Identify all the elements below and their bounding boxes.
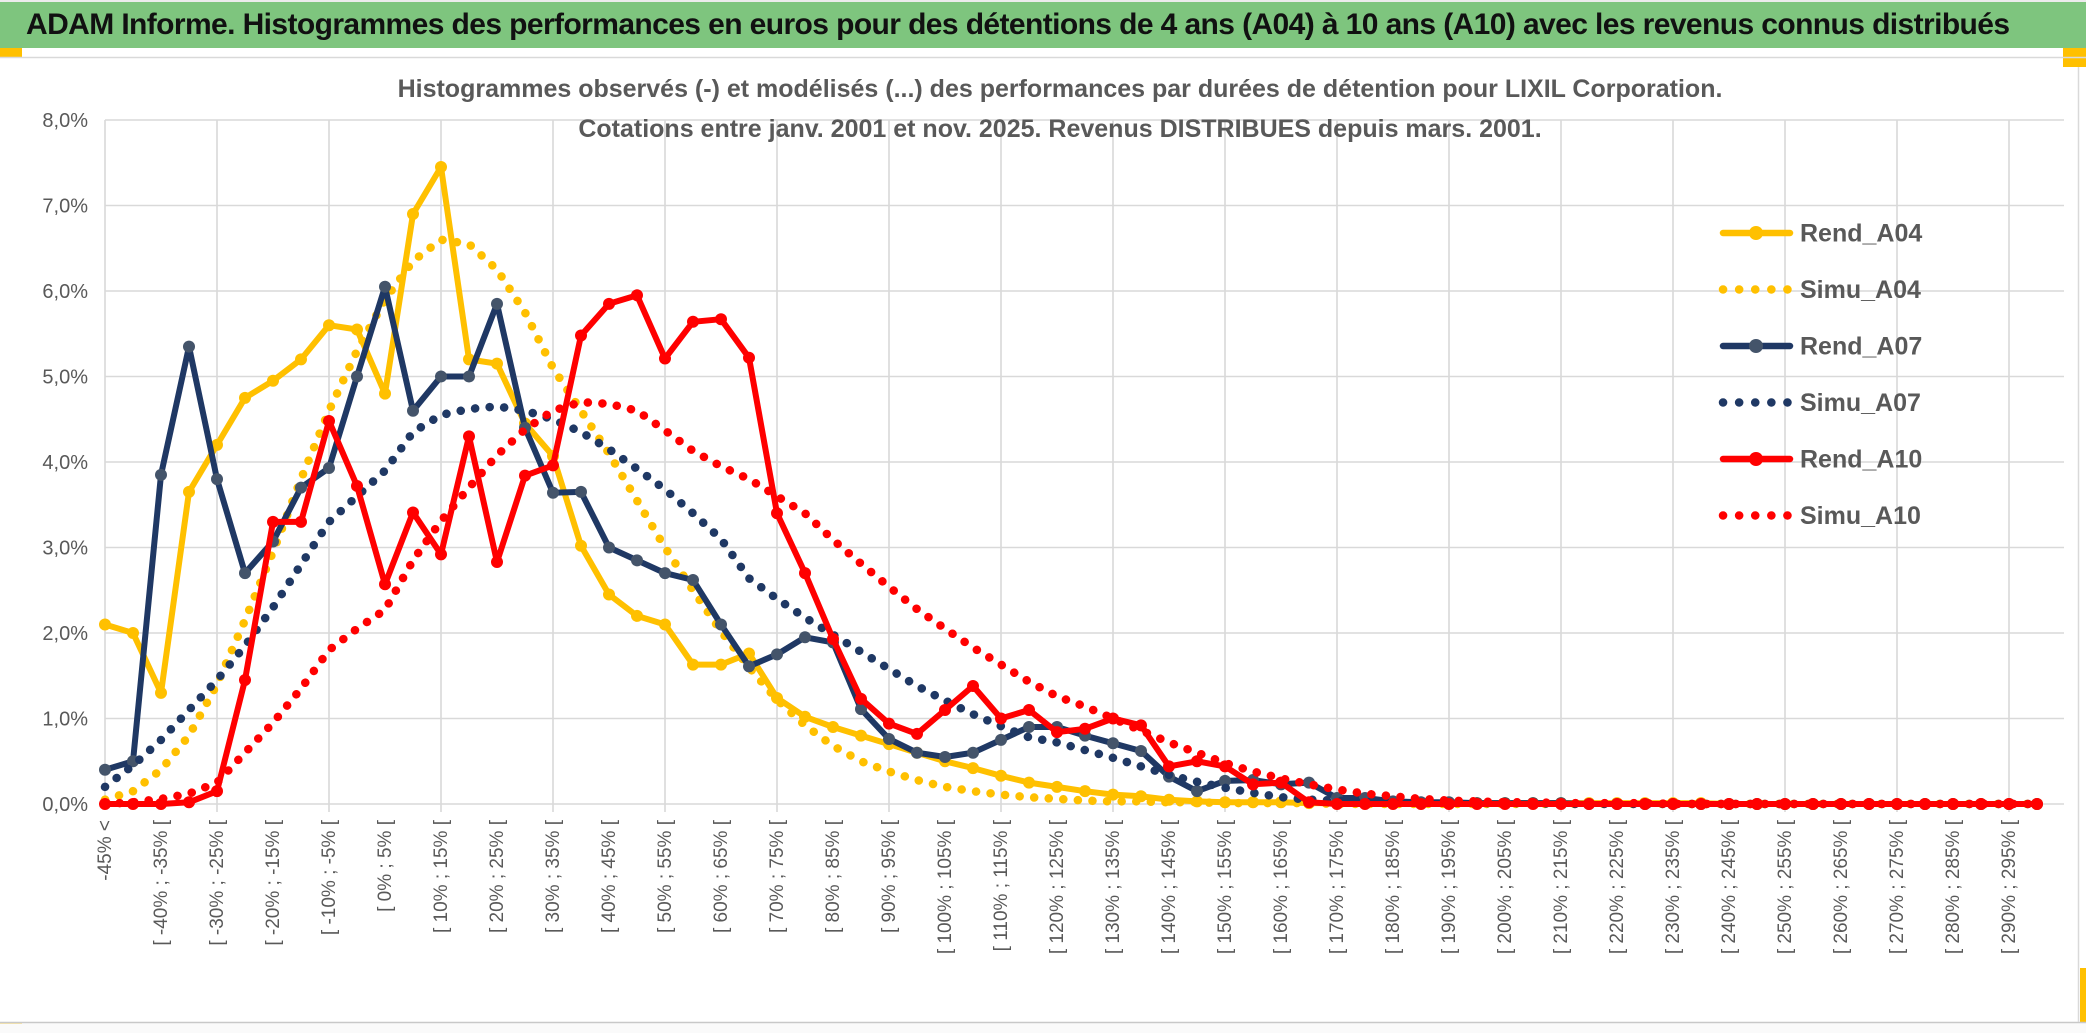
sheet-title-bar[interactable]: ADAM Informe. Histogrammes des performan… <box>0 0 2086 48</box>
x-tick-label: [ 290% ; 295% [ <box>1999 819 2020 954</box>
x-tick-label: [ -20% ; -15% [ <box>263 819 284 945</box>
x-tick-label: [ 90% ; 95% [ <box>879 819 900 933</box>
y-axis-labels: 8,0% 7,0% 6,0% 5,0% 4,0% 3,0% 2,0% 1,0% 0,0% <box>42 110 88 816</box>
data-series-group <box>99 161 2043 810</box>
legend-label: Simu_A04 <box>1800 276 1921 304</box>
x-tick-label: -45% < <box>95 820 116 881</box>
legend-item-Simu_A07[interactable]: Simu_A07 <box>1718 389 1921 417</box>
y-tick-label: 0,0% <box>42 794 88 816</box>
series-Rend_A10[interactable] <box>102 292 2040 807</box>
x-tick-label: [ 30% ; 35% [ <box>543 819 564 933</box>
x-tick-label: [ 160% ; 165% [ <box>1271 819 1292 954</box>
x-tick-label: [ 20% ; 25% [ <box>487 819 508 933</box>
x-tick-label: [ 80% ; 85% [ <box>823 819 844 933</box>
x-tick-label: [ 180% ; 185% [ <box>1383 819 1404 954</box>
x-tick-label: [ 190% ; 195% [ <box>1439 819 1460 954</box>
x-tick-label: [ 210% ; 215% [ <box>1551 819 1572 954</box>
series-Rend_A07[interactable] <box>102 283 2040 807</box>
y-tick-label: 4,0% <box>42 452 88 474</box>
x-tick-label: [ 60% ; 65% [ <box>711 819 732 933</box>
x-tick-label: [ 110% ; 115% [ <box>991 819 1012 951</box>
series-Simu_A10[interactable] <box>100 397 2042 809</box>
chart-legend: Rend_A04 Simu_A04 Rend_A07 Simu_A07 Rend_A10… <box>1718 220 1922 530</box>
accent-right-edge <box>2080 968 2086 1023</box>
y-tick-label: 2,0% <box>42 623 88 645</box>
x-tick-label: [ 250% ; 255% [ <box>1775 819 1796 954</box>
x-axis-labels: -45% < [ -40% ; -35% [ [ -30% ; -25% [ [ -2… <box>95 819 2020 954</box>
x-tick-label: [ 50% ; 55% [ <box>655 819 676 933</box>
plot-gridlines <box>104 119 2064 812</box>
sheet-row-strip <box>0 1023 2086 1033</box>
legend-label: Simu_A10 <box>1800 502 1921 530</box>
series-Simu_A07[interactable] <box>100 402 2042 809</box>
x-tick-label: [ 100% ; 105% [ <box>935 819 956 954</box>
accent-top-left <box>0 48 22 57</box>
x-tick-label: [ 220% ; 225% [ <box>1607 819 1628 954</box>
y-tick-label: 5,0% <box>42 367 88 389</box>
y-tick-label: 1,0% <box>42 709 88 731</box>
y-tick-label: 6,0% <box>42 281 88 303</box>
legend-label: Rend_A10 <box>1800 446 1922 474</box>
legend-item-Simu_A04[interactable]: Simu_A04 <box>1718 276 1921 304</box>
series-Rend_A04[interactable] <box>102 164 2040 807</box>
x-tick-label: [ 130% ; 135% [ <box>1103 819 1124 954</box>
page-title: ADAM Informe. Histogrammes des performan… <box>26 8 2010 41</box>
legend-label: Rend_A07 <box>1800 333 1922 361</box>
x-tick-label: [ 150% ; 155% [ <box>1215 819 1236 954</box>
x-tick-label: [ 70% ; 75% [ <box>767 819 788 933</box>
y-tick-label: 7,0% <box>42 196 88 218</box>
x-tick-label: [ 170% ; 175% [ <box>1327 819 1348 954</box>
legend-item-Simu_A10[interactable]: Simu_A10 <box>1718 502 1921 530</box>
legend-label: Rend_A04 <box>1800 220 1922 248</box>
x-tick-label: [ 0% ; 5% [ <box>375 819 396 912</box>
x-tick-label: [ 10% ; 15% [ <box>431 819 452 933</box>
legend-item-Rend_A10[interactable]: Rend_A10 <box>1719 446 1922 474</box>
x-tick-label: [ 40% ; 45% [ <box>599 819 620 933</box>
x-tick-label: [ 240% ; 245% [ <box>1719 819 1740 954</box>
y-tick-label: 3,0% <box>42 538 88 560</box>
x-tick-label: [ 200% ; 205% [ <box>1495 819 1516 954</box>
x-tick-label: [ 280% ; 285% [ <box>1943 819 1964 954</box>
x-tick-label: [ 270% ; 275% [ <box>1887 819 1908 954</box>
x-tick-label: [ 230% ; 235% [ <box>1663 819 1684 954</box>
legend-item-Rend_A07[interactable]: Rend_A07 <box>1719 333 1922 361</box>
x-tick-label: [ -30% ; -25% [ <box>207 819 228 945</box>
y-tick-label: 8,0% <box>42 110 88 132</box>
legend-item-Rend_A04[interactable]: Rend_A04 <box>1719 220 1922 248</box>
chart-title-line2: Cotations entre janv. 2001 et nov. 2025.… <box>578 115 1541 143</box>
series-markers-Rend_A04 <box>99 161 2043 810</box>
chart-title-line1: Histogrammes observés (-) et modélisés (… <box>398 75 1723 103</box>
x-tick-label: [ -10% ; -5% [ <box>319 819 340 935</box>
x-tick-label: [ -40% ; -35% [ <box>151 819 172 945</box>
x-tick-label: [ 120% ; 125% [ <box>1047 819 1068 954</box>
legend-label: Simu_A07 <box>1800 389 1921 417</box>
x-tick-label: [ 260% ; 265% [ <box>1831 819 1852 954</box>
x-tick-label: [ 140% ; 145% [ <box>1159 819 1180 954</box>
